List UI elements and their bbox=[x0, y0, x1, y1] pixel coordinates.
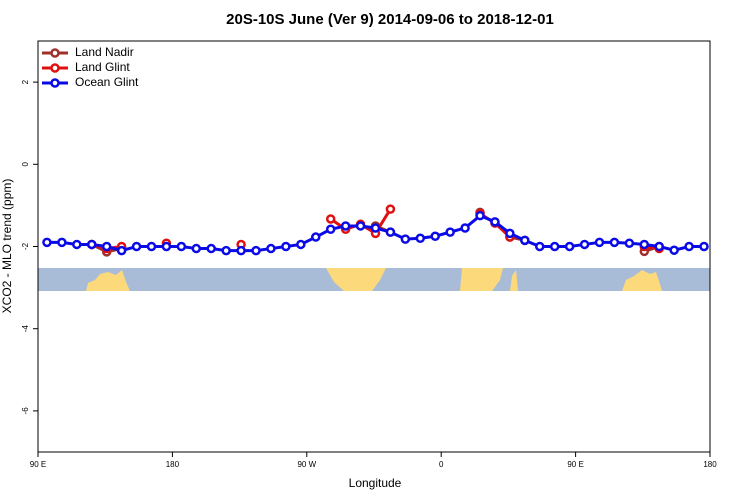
data-point bbox=[385, 227, 396, 237]
x-axis-label: Longitude bbox=[349, 476, 402, 490]
data-point bbox=[400, 234, 411, 244]
x-tick-label: 0 bbox=[439, 460, 444, 469]
x-tick-label: 180 bbox=[166, 460, 180, 469]
data-point bbox=[296, 239, 306, 250]
data-point bbox=[72, 239, 82, 250]
map-strip bbox=[38, 268, 710, 291]
data-point bbox=[460, 223, 470, 233]
data-point bbox=[176, 241, 187, 252]
data-point bbox=[251, 245, 261, 256]
data-point bbox=[101, 241, 112, 252]
y-tick-label: -2 bbox=[21, 242, 30, 250]
data-point bbox=[116, 245, 127, 256]
data-point bbox=[564, 241, 575, 252]
data-point bbox=[639, 239, 650, 250]
legend-marker bbox=[50, 48, 60, 58]
data-point bbox=[624, 238, 635, 248]
data-point bbox=[579, 239, 590, 250]
chart-title: 20S-10S June (Ver 9) 2014-09-06 to 2018-… bbox=[226, 11, 554, 28]
legend-label: Land Glint bbox=[75, 60, 130, 74]
data-point bbox=[146, 241, 157, 252]
data-point bbox=[131, 241, 142, 252]
data-point bbox=[699, 241, 709, 252]
data-point bbox=[355, 221, 366, 231]
data-point bbox=[281, 241, 291, 252]
y-tick-label: -4 bbox=[21, 325, 30, 333]
data-point bbox=[221, 245, 231, 256]
data-point bbox=[87, 239, 97, 250]
data-point bbox=[535, 241, 545, 252]
legend-label: Ocean Glint bbox=[75, 75, 139, 89]
data-point bbox=[684, 241, 694, 252]
land-blob bbox=[460, 268, 503, 291]
data-point bbox=[42, 237, 52, 248]
data-point bbox=[520, 235, 530, 246]
data-point bbox=[206, 243, 216, 254]
legend-marker bbox=[50, 78, 60, 88]
x-tick-label: 90 W bbox=[297, 460, 316, 469]
x-tick-label: 180 bbox=[703, 460, 717, 469]
data-point bbox=[430, 231, 440, 241]
data-point bbox=[669, 245, 679, 255]
data-point bbox=[385, 204, 396, 214]
x-tick-label: 90 E bbox=[30, 460, 46, 469]
data-point bbox=[370, 223, 381, 233]
y-tick-label: -6 bbox=[21, 407, 30, 415]
data-point bbox=[549, 241, 560, 252]
y-axis-label: XCO2 - MLO trend (ppm) bbox=[0, 179, 14, 314]
data-point bbox=[311, 232, 321, 242]
data-point bbox=[340, 221, 351, 231]
data-point bbox=[191, 243, 202, 254]
data-point bbox=[490, 217, 500, 227]
data-point bbox=[57, 237, 67, 248]
data-point bbox=[325, 214, 336, 224]
legend-marker bbox=[50, 63, 60, 73]
y-tick-label: 2 bbox=[21, 79, 30, 84]
data-point bbox=[445, 227, 455, 237]
legend-label: Land Nadir bbox=[75, 45, 134, 59]
data-point bbox=[609, 237, 620, 248]
data-point bbox=[594, 237, 605, 248]
data-point bbox=[161, 241, 172, 252]
land-blob bbox=[622, 270, 662, 291]
data-point bbox=[475, 210, 485, 221]
data-point bbox=[505, 228, 515, 239]
data-point bbox=[654, 241, 664, 252]
data-point bbox=[236, 245, 246, 256]
data-point bbox=[325, 224, 336, 234]
land-blob bbox=[326, 268, 386, 291]
x-tick-label: 90 E bbox=[567, 460, 583, 469]
land-blob bbox=[86, 270, 130, 291]
y-tick-label: 0 bbox=[21, 162, 30, 167]
land-blob bbox=[510, 270, 518, 291]
data-point bbox=[415, 233, 426, 244]
data-point bbox=[266, 243, 276, 254]
